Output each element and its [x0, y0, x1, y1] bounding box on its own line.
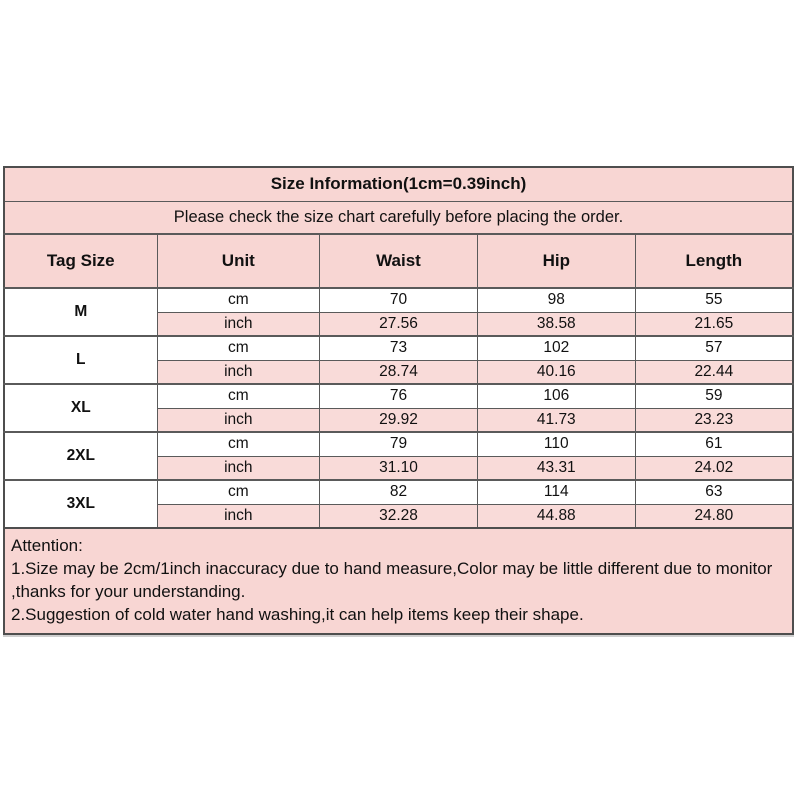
- size-row-3xl-cm: 3XL cm 82 114 63: [3, 479, 794, 529]
- size-row-2xl-inch: inch 31.10 43.31 24.02: [4, 455, 794, 481]
- tag-size-cell-l: L: [3, 335, 158, 385]
- waist-cm-cell: 76: [319, 383, 478, 409]
- table-title: Size Information(1cm=0.39inch): [3, 166, 794, 202]
- waist-cm-cell: 79: [319, 431, 478, 457]
- hip-inch-cell: 38.58: [476, 311, 636, 337]
- size-row-2xl-cm: 2XL cm 79 110 61: [3, 431, 794, 481]
- waist-inch-cell: 28.74: [319, 359, 478, 385]
- unit-cell-cm: cm: [156, 335, 321, 361]
- size-chart-container: Size Information(1cm=0.39inch) Please ch…: [3, 166, 794, 635]
- col-header-waist: Waist: [319, 233, 478, 289]
- hip-cm-cell: 110: [476, 431, 636, 457]
- col-header-unit: Unit: [156, 233, 321, 289]
- length-inch-cell: 23.23: [634, 407, 794, 433]
- waist-inch-cell: 29.92: [319, 407, 478, 433]
- hip-inch-cell: 43.31: [476, 455, 636, 481]
- tag-size-cell-xl: XL: [3, 383, 158, 433]
- size-row-m-cm: M cm 70 98 55: [3, 287, 794, 337]
- unit-cell-cm: cm: [156, 431, 321, 457]
- unit-cell-inch: inch: [156, 407, 321, 433]
- length-cm-cell: 55: [634, 287, 794, 313]
- hip-inch-cell: 44.88: [476, 503, 636, 529]
- length-inch-cell: 24.80: [634, 503, 794, 529]
- waist-inch-cell: 32.28: [319, 503, 478, 529]
- unit-cell-cm: cm: [156, 287, 321, 313]
- table-title-row: Size Information(1cm=0.39inch): [3, 166, 794, 202]
- size-row-l-cm: L cm 73 102 57: [3, 335, 794, 385]
- hip-cm-cell: 114: [476, 479, 636, 505]
- attention-note: Attention: 1.Size may be 2cm/1inch inacc…: [3, 527, 794, 635]
- hip-cm-cell: 106: [476, 383, 636, 409]
- tag-size-cell-3xl: 3XL: [3, 479, 158, 529]
- waist-inch-cell: 27.56: [319, 311, 478, 337]
- hip-inch-cell: 40.16: [476, 359, 636, 385]
- size-row-l-inch: inch 28.74 40.16 22.44: [4, 359, 794, 385]
- length-cm-cell: 57: [634, 335, 794, 361]
- unit-cell-inch: inch: [156, 359, 321, 385]
- table-subtitle-row: Please check the size chart carefully be…: [3, 200, 794, 235]
- hip-cm-cell: 98: [476, 287, 636, 313]
- unit-cell-inch: inch: [156, 311, 321, 337]
- col-header-length: Length: [634, 233, 794, 289]
- length-inch-cell: 21.65: [634, 311, 794, 337]
- unit-cell-inch: inch: [156, 455, 321, 481]
- col-header-hip: Hip: [476, 233, 636, 289]
- waist-cm-cell: 70: [319, 287, 478, 313]
- length-inch-cell: 22.44: [634, 359, 794, 385]
- waist-cm-cell: 73: [319, 335, 478, 361]
- col-header-tag-size: Tag Size: [3, 233, 158, 289]
- length-cm-cell: 61: [634, 431, 794, 457]
- tag-size-cell-m: M: [3, 287, 158, 337]
- waist-cm-cell: 82: [319, 479, 478, 505]
- attention-line-2: ,thanks for your understanding.: [11, 582, 246, 601]
- attention-heading: Attention:: [11, 536, 83, 555]
- unit-cell-cm: cm: [156, 479, 321, 505]
- hip-cm-cell: 102: [476, 335, 636, 361]
- column-header-row: Tag Size Unit Waist Hip Length: [3, 233, 794, 289]
- size-row-xl-cm: XL cm 76 106 59: [3, 383, 794, 433]
- hip-inch-cell: 41.73: [476, 407, 636, 433]
- size-row-m-inch: inch 27.56 38.58 21.65: [4, 311, 794, 337]
- waist-inch-cell: 31.10: [319, 455, 478, 481]
- size-table: Size Information(1cm=0.39inch) Please ch…: [3, 166, 794, 529]
- size-row-xl-inch: inch 29.92 41.73 23.23: [4, 407, 794, 433]
- unit-cell-inch: inch: [156, 503, 321, 529]
- tag-size-cell-2xl: 2XL: [3, 431, 158, 481]
- attention-line-3: 2.Suggestion of cold water hand washing,…: [11, 605, 584, 624]
- length-cm-cell: 59: [634, 383, 794, 409]
- attention-line-1: 1.Size may be 2cm/1inch inaccuracy due t…: [11, 559, 773, 578]
- table-subtitle: Please check the size chart carefully be…: [3, 200, 794, 235]
- length-cm-cell: 63: [634, 479, 794, 505]
- length-inch-cell: 24.02: [634, 455, 794, 481]
- unit-cell-cm: cm: [156, 383, 321, 409]
